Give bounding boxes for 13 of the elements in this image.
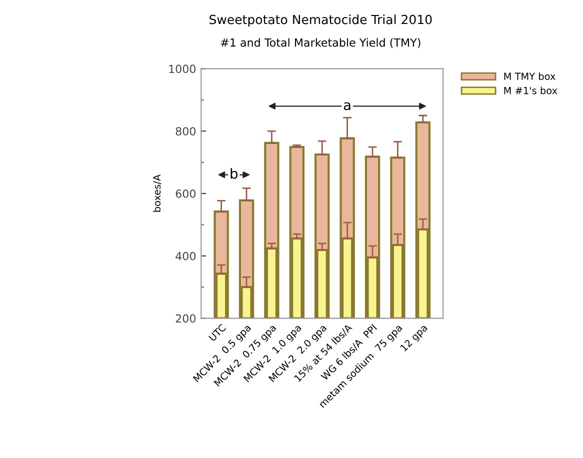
y-tick-label: 1000 [169,64,196,74]
chart-title: Sweetpotato Nematocide Trial 2010 [210,14,432,27]
y-tick-label: 600 [176,189,196,198]
legend-label: M TMY box [504,72,556,80]
y-axis-title: boxes/A [153,174,162,212]
y-tick-label: 800 [176,127,196,136]
annotation: b [230,168,238,179]
chart-subtitle: #1 and Total Marketable Yield (TMY) [220,38,420,48]
legend-label: M #1's box [504,86,558,94]
y-tick-label: 400 [176,252,196,260]
x-tick-label: UTC [208,324,226,342]
annotation: a [344,102,350,110]
y-tick-label: 200 [176,314,196,323]
